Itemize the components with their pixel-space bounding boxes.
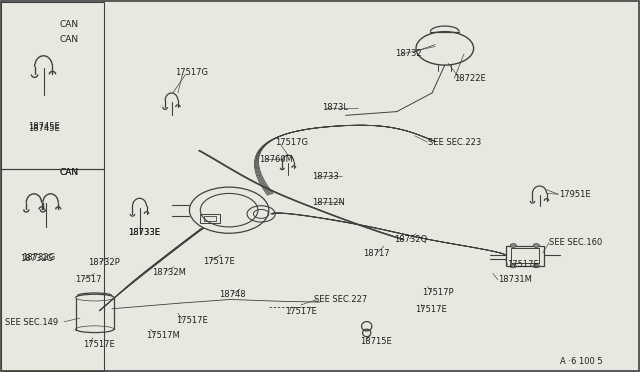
Text: CAN: CAN bbox=[60, 35, 79, 44]
Text: 18733E: 18733E bbox=[128, 228, 160, 237]
Text: SEE SEC.223: SEE SEC.223 bbox=[428, 138, 481, 147]
Text: 18732M: 18732M bbox=[152, 268, 186, 277]
Text: 17517G: 17517G bbox=[275, 138, 308, 147]
Text: CAN: CAN bbox=[60, 20, 79, 29]
Circle shape bbox=[510, 244, 516, 247]
Bar bbox=[506, 246, 544, 266]
Text: 17517E: 17517E bbox=[508, 260, 540, 269]
Text: 17517G: 17517G bbox=[175, 68, 208, 77]
Text: 18733: 18733 bbox=[312, 172, 339, 181]
Text: 18722E: 18722E bbox=[454, 74, 486, 83]
Text: 18732G: 18732G bbox=[22, 253, 55, 262]
Text: CAN: CAN bbox=[60, 169, 79, 177]
Text: 17517E: 17517E bbox=[415, 305, 447, 314]
Circle shape bbox=[533, 244, 540, 247]
Circle shape bbox=[533, 264, 540, 268]
Text: SEE SEC.149: SEE SEC.149 bbox=[5, 318, 58, 327]
Text: 18715E: 18715E bbox=[360, 337, 392, 346]
Text: 18732P: 18732P bbox=[88, 258, 120, 267]
Text: 18732: 18732 bbox=[396, 49, 422, 58]
Text: 17517M: 17517M bbox=[146, 331, 180, 340]
Text: 18748: 18748 bbox=[220, 290, 246, 299]
Bar bbox=[1, 2, 104, 169]
Text: 18732G: 18732G bbox=[20, 254, 54, 263]
Text: 18745E: 18745E bbox=[28, 122, 60, 131]
Bar bbox=[204, 216, 216, 221]
Circle shape bbox=[510, 264, 516, 268]
Text: 17951E: 17951E bbox=[559, 190, 590, 199]
Text: 17517E: 17517E bbox=[204, 257, 236, 266]
Text: 18733E: 18733E bbox=[128, 228, 160, 237]
Text: SEE SEC.227: SEE SEC.227 bbox=[314, 295, 367, 304]
Text: 18717: 18717 bbox=[364, 249, 390, 258]
Text: 17517E: 17517E bbox=[176, 316, 208, 325]
Text: SEE SEC.160: SEE SEC.160 bbox=[549, 238, 602, 247]
Text: CAN: CAN bbox=[60, 169, 79, 177]
Text: 17517E: 17517E bbox=[285, 307, 317, 316]
Bar bbox=[200, 214, 220, 223]
Text: 17517: 17517 bbox=[76, 275, 102, 284]
Text: 18731M: 18731M bbox=[498, 275, 532, 284]
Text: 17517P: 17517P bbox=[422, 288, 454, 296]
Text: 18712N: 18712N bbox=[312, 198, 345, 207]
Text: 18732Q: 18732Q bbox=[394, 235, 427, 244]
Text: 1873L: 1873L bbox=[322, 103, 348, 112]
Text: A ·6 100 5: A ·6 100 5 bbox=[560, 357, 603, 366]
Text: 17517E: 17517E bbox=[83, 340, 115, 349]
Bar bbox=[1, 169, 104, 371]
Text: 18745E: 18745E bbox=[28, 124, 60, 133]
Text: 18760M: 18760M bbox=[259, 155, 293, 164]
Bar bbox=[511, 248, 539, 263]
